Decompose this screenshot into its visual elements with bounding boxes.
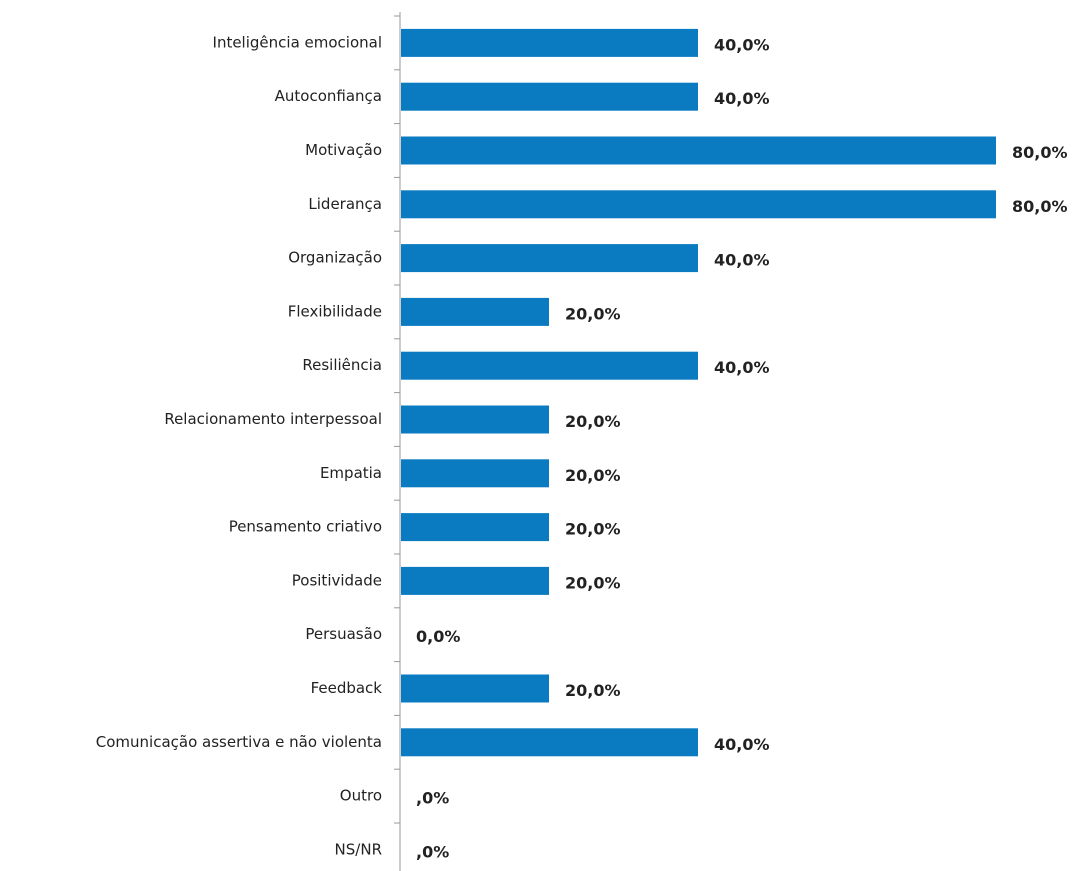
category-label: Feedback [311,679,383,697]
bar [401,82,698,111]
category-label: Positividade [292,571,382,589]
category-label: Organização [288,249,382,267]
value-label: 20,0% [565,304,621,323]
value-label: 0,0% [416,627,460,646]
bar [401,351,698,380]
category-label: Liderança [308,195,382,213]
value-label: 20,0% [565,466,621,485]
bar [401,728,698,757]
value-label: ,0% [416,842,449,861]
bar [401,190,996,219]
bar [401,136,996,165]
bar [401,28,698,57]
value-label: 40,0% [714,358,770,377]
bar [401,459,549,488]
category-label: Persuasão [305,625,382,643]
value-label: 20,0% [565,412,621,431]
category-label: Relacionamento interpessoal [164,410,382,428]
category-label: Resiliência [302,356,382,374]
bar [401,405,549,434]
category-label: Flexibilidade [288,302,382,320]
value-label: 80,0% [1012,143,1068,162]
bar [401,566,549,595]
value-label: 20,0% [565,573,621,592]
bar [401,244,698,273]
category-label: Autoconfiança [275,87,382,105]
value-label: 20,0% [565,681,621,700]
category-label: Outro [340,787,382,805]
bar [401,297,549,326]
value-label: 40,0% [714,89,770,108]
category-label: Inteligência emocional [213,33,382,51]
category-label: Comunicação assertiva e não violenta [96,733,382,751]
category-label: NS/NR [335,840,382,858]
value-label: 40,0% [714,35,770,54]
category-label: Motivação [305,141,382,159]
bar [401,513,549,542]
value-label: ,0% [416,789,449,808]
category-label: Pensamento criativo [229,518,382,536]
category-label: Empatia [320,464,382,482]
value-label: 20,0% [565,520,621,539]
value-label: 80,0% [1012,197,1068,216]
value-label: 40,0% [714,251,770,270]
bar [401,674,549,703]
value-label: 40,0% [714,735,770,754]
